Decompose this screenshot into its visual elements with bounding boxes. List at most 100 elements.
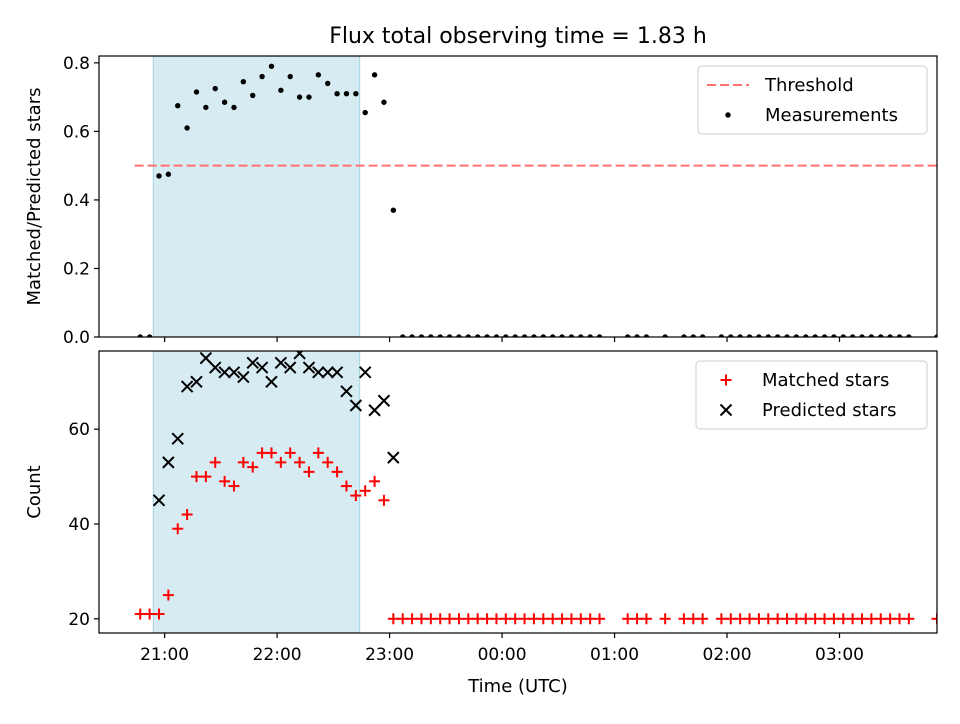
legend-predicted-marker-b	[719, 403, 733, 417]
matched-stars-point	[884, 613, 896, 625]
matched-stars-point	[828, 613, 840, 625]
predicted-stars-point	[302, 361, 316, 374]
matched-stars-point	[340, 480, 352, 492]
measurement-point	[587, 334, 593, 337]
matched-stars-point	[903, 613, 915, 625]
predicted-stars-point	[152, 494, 166, 507]
predicted-stars-point-b	[171, 432, 184, 445]
predicted-stars-point	[171, 432, 184, 445]
predicted-stars-point	[368, 404, 381, 417]
matched-stars-point	[715, 613, 727, 625]
predicted-stars-point-b	[190, 375, 203, 389]
measurement-point	[146, 334, 153, 337]
bottom-plot: 20 40 60 21:00 22:00 23:00 00:00 01:00 02:00 03:0…	[24, 350, 938, 665]
predicted-stars-point	[340, 385, 353, 398]
bottom-y-axis-label: Count	[24, 465, 45, 518]
predicted-stars-point-b	[227, 366, 241, 379]
measurement-point	[493, 334, 500, 337]
predicted-stars-point-b	[284, 361, 297, 374]
top-legend-label: Measurements	[765, 105, 898, 126]
bottom-shaded-span	[152, 351, 361, 633]
predicted-stars-point	[387, 451, 400, 464]
predicted-stars-point	[293, 351, 306, 360]
measurement-point	[681, 334, 687, 337]
predicted-stars-point-b	[387, 451, 400, 464]
measurement-point	[540, 334, 547, 337]
measurement-point	[250, 92, 256, 99]
matched-stars-point	[228, 480, 240, 492]
matched-stars-point	[640, 613, 652, 625]
predicted-stars-point	[227, 366, 241, 379]
matched-stars-point	[369, 475, 381, 487]
measurement-point	[371, 72, 378, 78]
predicted-stars-point-b	[152, 494, 166, 507]
predicted-stars-point	[349, 399, 363, 412]
top-legend: Threshold Measurements	[697, 65, 928, 135]
predicted-stars-point-b	[293, 351, 304, 360]
matched-stars-point	[294, 456, 306, 468]
matched-stars-point	[406, 613, 418, 625]
measurement-point	[503, 334, 509, 337]
top-axes-frame	[98, 55, 938, 338]
matched-stars-point	[744, 613, 756, 625]
predicted-stars-point	[321, 366, 334, 379]
measurement-point	[531, 334, 537, 337]
measurement-point	[268, 63, 275, 69]
measurement-point	[353, 90, 359, 97]
measurement-point	[624, 334, 631, 337]
predicted-stars-point	[162, 456, 175, 469]
predicted-stars-point-b	[218, 366, 231, 379]
matched-stars-point	[500, 613, 512, 625]
matched-stars-point	[575, 613, 587, 625]
measurement-point	[418, 334, 425, 337]
matched-stars-point	[837, 613, 849, 625]
predicted-stars-point-b	[180, 380, 194, 393]
measurement-point	[906, 334, 912, 337]
matched-stars-point	[800, 613, 812, 625]
matched-stars-point	[378, 494, 390, 506]
matched-stars-point	[809, 613, 821, 625]
bottom-legend-box	[695, 360, 928, 430]
measurement-point	[596, 334, 603, 337]
measurement-point	[437, 334, 443, 337]
measurement-point	[240, 79, 247, 85]
top-y-tick-label: 0.4	[63, 191, 90, 211]
top-shaded-span	[152, 56, 361, 337]
measurement-point	[184, 125, 190, 131]
matched-stars-point	[134, 608, 146, 620]
matched-stars-point	[781, 613, 793, 625]
legend-measurements-marker	[725, 112, 731, 118]
measurement-point	[831, 334, 837, 337]
x-tick-label: 00:00	[478, 645, 527, 665]
predicted-stars-point-b	[246, 356, 259, 370]
matched-stars-point	[462, 613, 474, 625]
measurement-point	[278, 87, 284, 93]
measurement-point	[568, 334, 575, 337]
matched-stars-point	[415, 613, 427, 625]
measurement-point	[737, 334, 743, 337]
predicted-stars-point-b	[302, 361, 316, 374]
bottom-y-tick-label: 60	[68, 420, 90, 440]
x-axis-label: Time (UTC)	[467, 676, 568, 697]
predicted-stars-point	[190, 375, 203, 389]
predicted-stars-point-b	[377, 394, 391, 407]
bottom-plot-area	[134, 351, 937, 633]
matched-stars-point	[865, 613, 877, 625]
matched-stars-point	[444, 613, 456, 625]
measurement-point	[306, 94, 312, 100]
bottom-y-tick-label: 20	[68, 610, 90, 630]
measurement-point	[343, 90, 350, 97]
matched-stars-point	[144, 608, 156, 620]
matched-stars-point	[190, 471, 202, 483]
measurement-point	[315, 72, 322, 78]
matched-stars-point	[519, 613, 531, 625]
matched-stars-point	[303, 466, 315, 478]
x-tick-label: 03:00	[815, 645, 864, 665]
bottom-legend: Matched stars Predicted stars	[695, 360, 928, 430]
measurement-point	[296, 94, 303, 100]
matched-stars-point	[247, 461, 259, 473]
measurement-point	[878, 334, 884, 337]
matched-stars-point	[537, 613, 549, 625]
measurement-point	[559, 334, 565, 337]
measurement-point	[849, 334, 856, 337]
